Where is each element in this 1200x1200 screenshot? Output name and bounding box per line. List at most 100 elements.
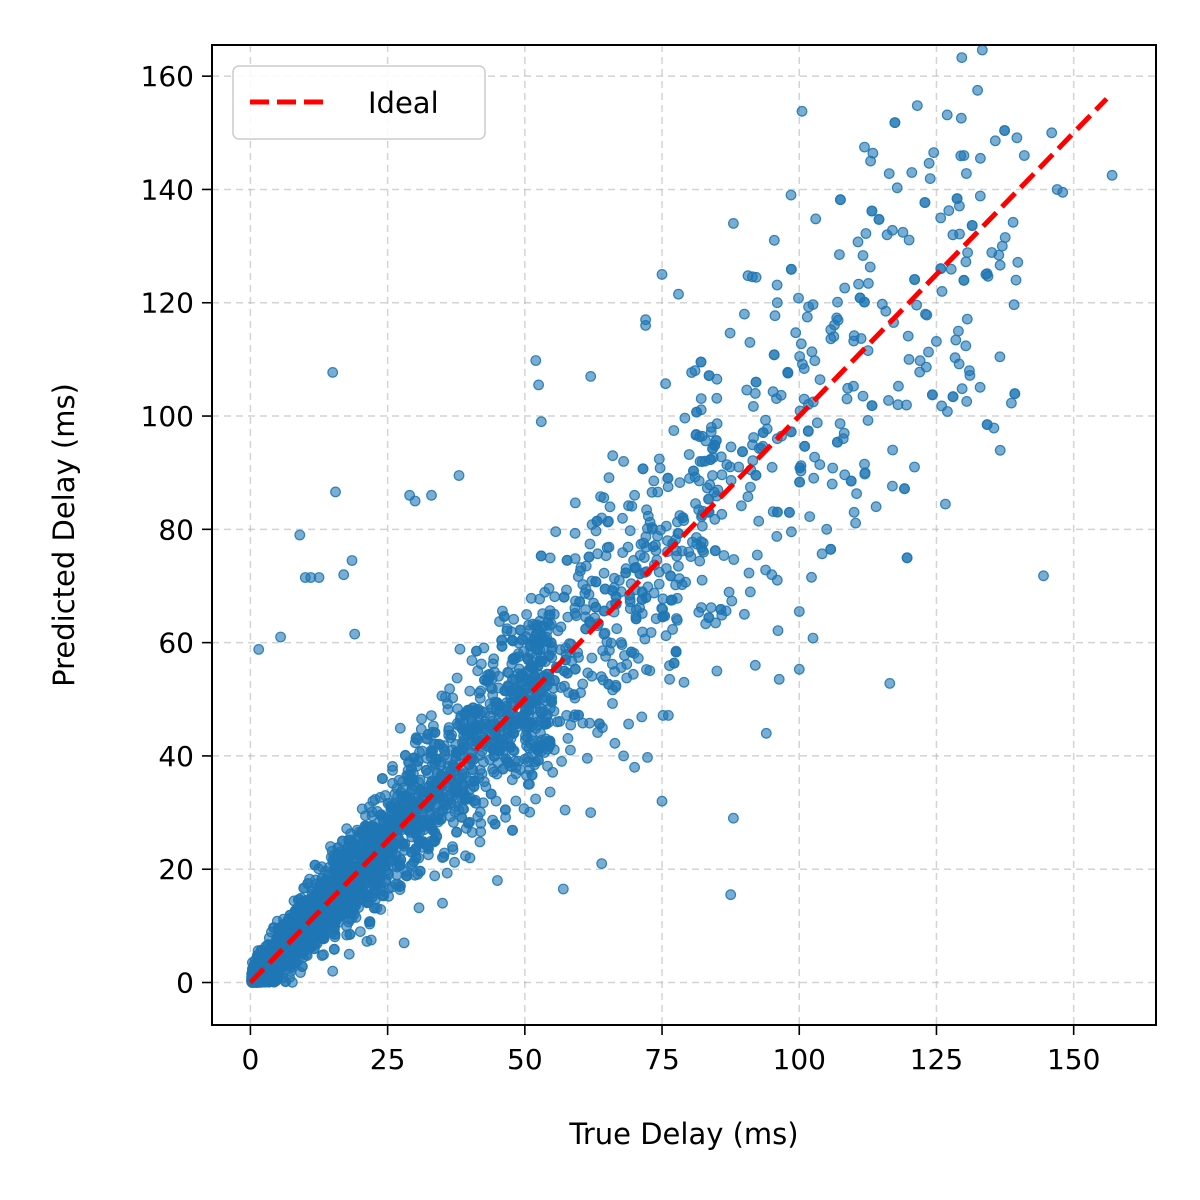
scatter-point xyxy=(935,212,947,224)
scatter-point xyxy=(859,296,870,308)
scatter-point xyxy=(636,711,648,723)
scatter-point xyxy=(555,682,567,693)
scatter-point xyxy=(629,761,640,773)
scatter-point xyxy=(491,697,503,709)
scatter-point xyxy=(558,591,570,603)
scatter-point xyxy=(429,870,441,882)
scatter-point xyxy=(441,867,453,879)
scatter-point xyxy=(724,327,736,339)
scatter-point xyxy=(668,657,680,669)
scatter-point xyxy=(845,475,857,487)
scatter-point xyxy=(806,571,817,583)
scatter-point xyxy=(508,613,520,625)
scatter-point xyxy=(440,799,452,811)
scatter-point xyxy=(632,652,644,664)
scatter-point xyxy=(864,261,876,273)
scatter-point xyxy=(782,367,794,379)
scatter-point xyxy=(333,848,345,860)
scatter-point xyxy=(511,686,523,698)
scatter-point xyxy=(318,949,329,961)
scatter-point xyxy=(850,517,861,529)
scatter-point xyxy=(429,757,440,768)
scatter-point xyxy=(365,934,377,946)
scatter-point xyxy=(943,205,955,217)
scatter-point xyxy=(354,926,366,937)
scatter-point xyxy=(715,451,727,463)
scatter-point xyxy=(506,774,518,786)
scatter-point xyxy=(329,929,341,940)
scatter-point xyxy=(308,943,320,955)
scatter-point xyxy=(1006,397,1017,409)
x-axis-label: True Delay (ms) xyxy=(568,1117,798,1151)
scatter-point xyxy=(551,716,563,728)
scatter-point xyxy=(769,310,781,322)
y-tick-label: 100 xyxy=(141,400,194,433)
scatter-point xyxy=(592,727,603,738)
scatter-point xyxy=(889,117,901,128)
scatter-point xyxy=(958,150,970,161)
scatter-point xyxy=(469,721,481,732)
y-tick-label: 160 xyxy=(141,60,194,93)
scatter-point xyxy=(707,470,718,481)
scatter-point xyxy=(1007,216,1019,228)
scatter-point xyxy=(834,418,846,430)
scatter-point xyxy=(544,552,556,564)
scatter-point xyxy=(728,812,739,824)
scatter-point xyxy=(766,461,778,473)
scatter-point xyxy=(784,507,795,518)
scatter-point xyxy=(859,141,870,153)
scatter-point xyxy=(449,856,460,868)
scatter-point xyxy=(863,278,874,289)
scatter-point xyxy=(584,538,596,550)
scatter-point xyxy=(839,282,851,294)
scatter-point xyxy=(640,320,651,331)
scatter-point xyxy=(620,567,632,579)
scatter-point xyxy=(569,663,581,675)
scatter-point xyxy=(711,392,723,404)
scatter-point xyxy=(382,814,394,826)
scatter-point xyxy=(994,351,1006,363)
scatter-point xyxy=(426,823,438,834)
scatter-point xyxy=(426,710,437,721)
x-tick-label: 25 xyxy=(370,1043,406,1076)
scatter-point xyxy=(989,135,1001,147)
scatter-point xyxy=(673,560,684,572)
scatter-point xyxy=(494,706,505,718)
scatter-point xyxy=(960,340,972,352)
scatter-point xyxy=(410,843,422,855)
scatter-point xyxy=(507,654,519,665)
scatter-point xyxy=(451,746,462,758)
scatter-point xyxy=(549,591,561,603)
scatter-point xyxy=(950,334,962,346)
scatter-point xyxy=(814,374,826,386)
scatter-point xyxy=(663,710,674,721)
scatter-point xyxy=(604,645,615,656)
scatter-point xyxy=(596,858,608,869)
scatter-point xyxy=(705,602,717,613)
scatter-point xyxy=(334,865,345,877)
scatter-point xyxy=(994,259,1006,271)
scatter-point xyxy=(901,552,913,564)
scatter-point xyxy=(492,875,503,886)
scatter-point xyxy=(470,797,482,809)
scatter-point xyxy=(615,637,627,648)
scatter-point xyxy=(857,390,869,402)
scatter-point xyxy=(923,157,935,169)
scatter-point xyxy=(975,152,986,164)
scatter-point xyxy=(590,601,602,613)
scatter-point xyxy=(656,269,668,280)
y-tick-label: 80 xyxy=(158,513,194,546)
scatter-point xyxy=(996,240,1008,252)
scatter-point xyxy=(873,213,885,225)
scatter-point xyxy=(650,545,662,557)
scatter-point xyxy=(974,381,986,393)
scatter-point xyxy=(362,873,374,885)
scatter-point xyxy=(341,823,353,835)
scatter-point xyxy=(386,802,398,814)
scatter-point xyxy=(728,217,739,229)
scatter-point xyxy=(695,393,707,405)
scatter-point xyxy=(684,473,695,484)
scatter-point xyxy=(397,838,409,849)
scatter-point xyxy=(448,817,459,828)
scatter-point xyxy=(1009,388,1021,400)
